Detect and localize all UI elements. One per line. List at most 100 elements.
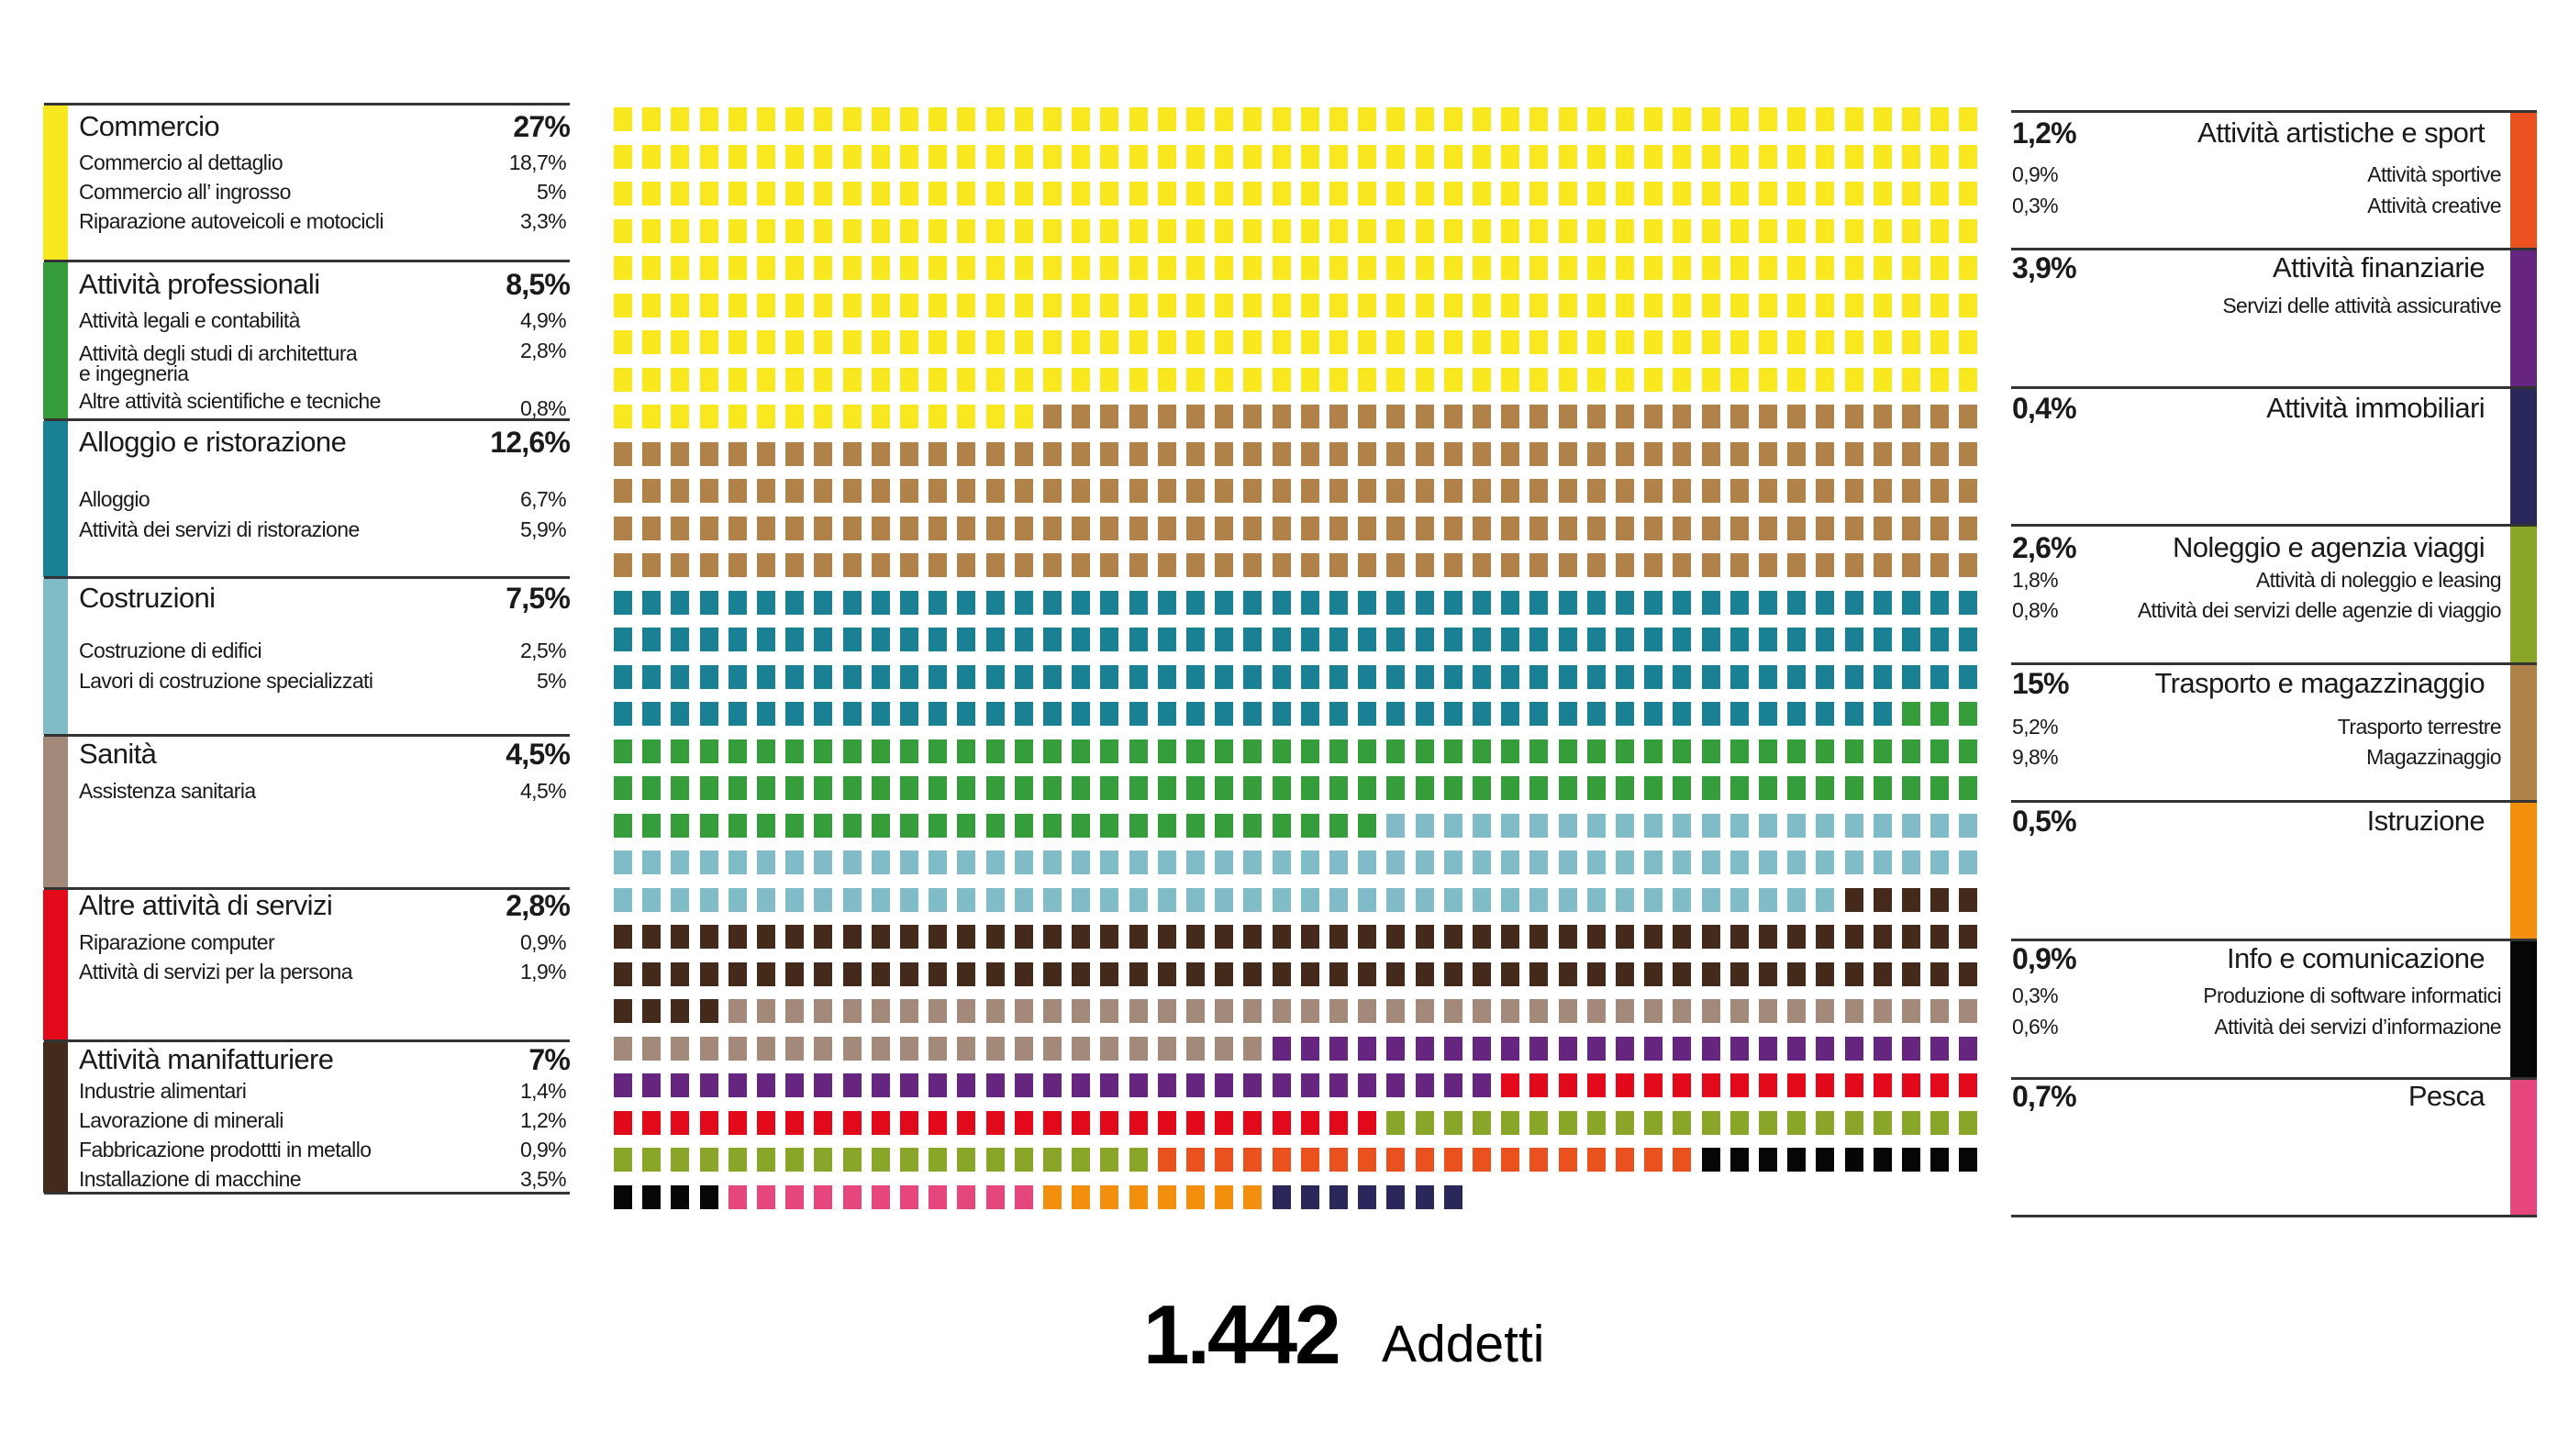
waffle-square xyxy=(1043,182,1062,206)
waffle-square xyxy=(1930,516,1950,540)
waffle-square xyxy=(1243,1184,1262,1209)
waffle-square xyxy=(1701,739,1720,763)
waffle-square xyxy=(1844,293,1863,317)
waffle-square xyxy=(1072,739,1091,763)
subcategory-label: Lavori di costruzione specializzati xyxy=(79,668,373,693)
waffle-square xyxy=(1930,1073,1950,1097)
waffle-square xyxy=(900,405,918,428)
subcategory-label: Attività creative xyxy=(2367,193,2501,217)
waffle-square xyxy=(929,813,948,838)
waffle-square xyxy=(814,887,833,912)
waffle-square xyxy=(1386,776,1406,800)
waffle-square xyxy=(671,739,690,763)
waffle-square xyxy=(785,887,805,912)
waffle-square xyxy=(1644,1148,1663,1172)
waffle-square xyxy=(1902,441,1920,466)
waffle-square xyxy=(1616,628,1634,651)
waffle-square xyxy=(985,1036,1005,1061)
category-title: Alloggio e ristorazione xyxy=(79,426,347,458)
waffle-square xyxy=(1014,330,1033,354)
waffle-square xyxy=(1157,144,1176,169)
waffle-square xyxy=(1501,516,1520,540)
waffle-square xyxy=(785,850,805,874)
waffle-square xyxy=(929,1184,948,1209)
waffle-square xyxy=(1673,218,1692,243)
waffle-square xyxy=(1129,1184,1148,1209)
waffle-square xyxy=(1558,479,1577,503)
subcategory-percent: 9,8% xyxy=(2012,744,2059,769)
waffle-square xyxy=(728,961,747,986)
section-divider xyxy=(2011,662,2537,665)
waffle-square xyxy=(1186,553,1205,577)
waffle-square xyxy=(1157,1110,1176,1135)
waffle-square xyxy=(728,479,747,503)
waffle-square xyxy=(728,218,747,243)
waffle-square xyxy=(1072,664,1091,689)
waffle-square xyxy=(1473,256,1491,280)
waffle-square xyxy=(1014,367,1033,392)
waffle-square xyxy=(1215,925,1234,949)
waffle-square xyxy=(614,144,632,169)
waffle-square xyxy=(1701,999,1720,1023)
category-color-bar xyxy=(43,106,68,261)
waffle-square xyxy=(1501,1036,1520,1061)
waffle-square xyxy=(1616,813,1634,838)
waffle-square xyxy=(1473,182,1491,206)
waffle-square xyxy=(1873,776,1892,800)
waffle-square xyxy=(1100,405,1119,428)
waffle-square xyxy=(1215,1110,1234,1135)
waffle-square xyxy=(1558,999,1577,1023)
waffle-square xyxy=(1215,330,1234,354)
waffle-square xyxy=(1415,367,1434,392)
waffle-square xyxy=(1930,256,1950,280)
waffle-square xyxy=(1415,1110,1434,1135)
waffle-square xyxy=(900,182,918,206)
waffle-square xyxy=(1616,256,1634,280)
waffle-square xyxy=(1902,553,1920,577)
waffle-square xyxy=(1215,1184,1234,1209)
waffle-square xyxy=(1616,590,1634,615)
waffle-square xyxy=(642,144,662,169)
waffle-square xyxy=(1443,516,1462,540)
category-title: Commercio xyxy=(79,110,220,142)
waffle-square xyxy=(1272,256,1291,280)
waffle-square xyxy=(1415,702,1434,726)
waffle-square xyxy=(1902,590,1920,615)
waffle-square xyxy=(985,256,1005,280)
waffle-square xyxy=(1186,144,1205,169)
waffle-square xyxy=(1129,441,1148,466)
waffle-square xyxy=(1014,887,1033,912)
section-divider xyxy=(2011,939,2537,941)
waffle-square xyxy=(1701,182,1720,206)
waffle-square xyxy=(900,479,918,503)
waffle-square xyxy=(642,441,662,466)
waffle-square xyxy=(1586,813,1606,838)
waffle-square xyxy=(929,999,948,1023)
waffle-square xyxy=(814,850,833,874)
waffle-square xyxy=(1959,776,1978,800)
waffle-square xyxy=(1959,702,1978,726)
waffle-square xyxy=(1759,739,1777,763)
waffle-square xyxy=(1215,1073,1234,1097)
waffle-square xyxy=(1443,1073,1462,1097)
waffle-square xyxy=(1243,702,1262,726)
waffle-square xyxy=(1816,999,1835,1023)
waffle-square xyxy=(1386,553,1406,577)
waffle-square xyxy=(1100,1110,1119,1135)
category-title: Trasporto e magazzinaggio xyxy=(2154,667,2486,699)
waffle-square xyxy=(842,107,862,131)
waffle-square xyxy=(614,664,632,689)
waffle-square xyxy=(728,144,747,169)
waffle-square xyxy=(1386,702,1406,726)
waffle-square xyxy=(699,1148,718,1172)
waffle-square xyxy=(1215,776,1234,800)
waffle-square xyxy=(929,850,948,874)
waffle-square xyxy=(1902,1073,1920,1097)
waffle-square xyxy=(1329,1110,1348,1135)
waffle-square xyxy=(1529,887,1549,912)
waffle-square xyxy=(985,367,1005,392)
waffle-square xyxy=(985,405,1005,428)
waffle-square xyxy=(1729,739,1749,763)
waffle-square xyxy=(1300,479,1319,503)
waffle-square xyxy=(671,664,690,689)
